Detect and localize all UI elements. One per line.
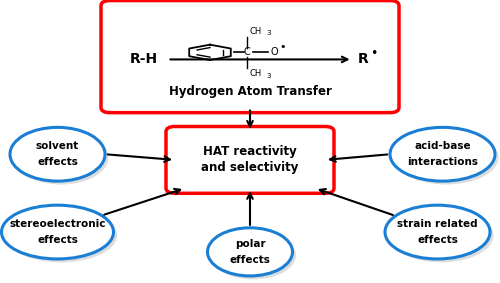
Text: polar: polar	[234, 239, 266, 249]
Text: •: •	[370, 47, 378, 60]
Text: effects: effects	[417, 235, 458, 245]
Ellipse shape	[2, 205, 114, 259]
FancyBboxPatch shape	[166, 127, 334, 193]
Text: C: C	[243, 47, 250, 57]
Text: CH: CH	[249, 69, 261, 78]
Ellipse shape	[385, 205, 490, 259]
Text: effects: effects	[37, 235, 78, 245]
Text: stereoelectronic: stereoelectronic	[9, 219, 106, 229]
Text: O: O	[270, 47, 278, 57]
Text: 3: 3	[266, 30, 270, 36]
Ellipse shape	[208, 228, 292, 276]
Ellipse shape	[5, 209, 117, 262]
Text: acid-base: acid-base	[414, 141, 471, 151]
Ellipse shape	[390, 127, 495, 181]
Text: 3: 3	[266, 72, 270, 79]
Text: effects: effects	[37, 157, 78, 167]
Ellipse shape	[388, 209, 494, 262]
Text: effects: effects	[230, 255, 270, 265]
Text: R: R	[358, 52, 368, 67]
Ellipse shape	[14, 131, 108, 185]
Ellipse shape	[10, 127, 105, 181]
Text: Hydrogen Atom Transfer: Hydrogen Atom Transfer	[168, 85, 332, 98]
Text: interactions: interactions	[407, 157, 478, 167]
Text: •: •	[280, 42, 286, 52]
Text: and selectivity: and selectivity	[202, 161, 298, 174]
Ellipse shape	[394, 131, 498, 185]
Text: solvent: solvent	[36, 141, 79, 151]
Ellipse shape	[211, 231, 296, 279]
Text: R-H: R-H	[130, 52, 158, 67]
FancyBboxPatch shape	[101, 1, 399, 113]
Text: CH: CH	[249, 27, 261, 36]
Text: strain related: strain related	[397, 219, 478, 229]
Text: HAT reactivity: HAT reactivity	[203, 145, 297, 158]
